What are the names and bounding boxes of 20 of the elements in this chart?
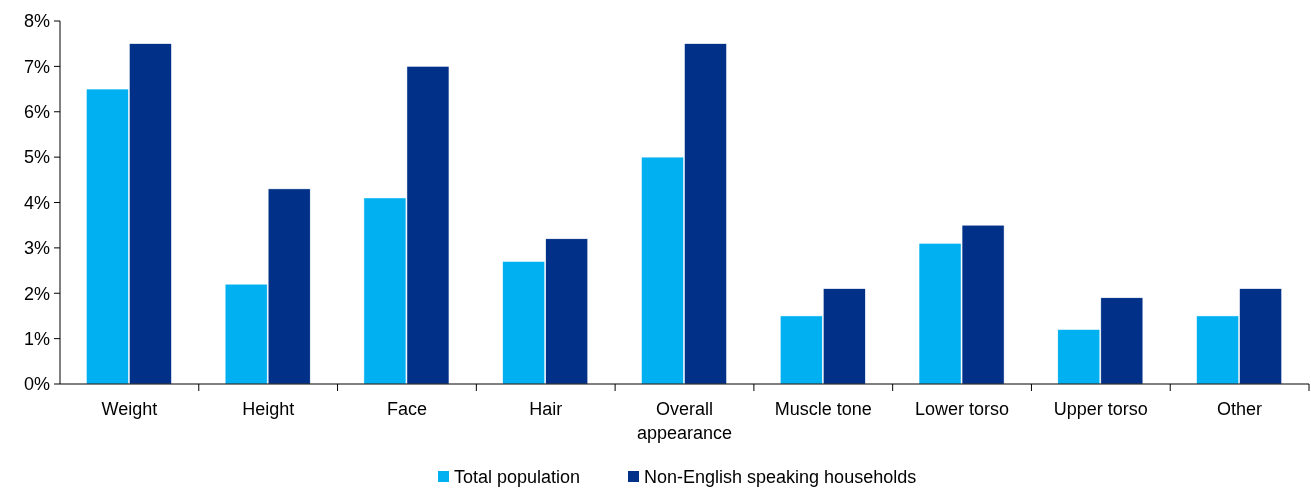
y-tick-label: 1% <box>23 328 50 349</box>
x-tick-label: Overall appearance <box>636 399 733 443</box>
y-tick-label: 2% <box>23 283 50 304</box>
y-tick-label: 0% <box>23 374 50 395</box>
x-tick-label: Height <box>242 399 295 419</box>
legend-label: Non-English speaking households <box>644 467 917 487</box>
y-tick-label: 4% <box>23 192 50 213</box>
y-tick-label: 8% <box>23 11 50 32</box>
x-tick-label: Face <box>386 399 427 419</box>
legend-label: Total population <box>454 467 581 487</box>
x-tick-label: Muscle tone <box>774 399 872 419</box>
y-tick-label: 3% <box>23 238 50 259</box>
x-tick-label: Upper torso <box>1053 399 1148 419</box>
x-tick-label: Hair <box>529 399 563 419</box>
y-tick-label: 7% <box>23 56 50 77</box>
y-tick-label: 5% <box>23 147 50 168</box>
x-tick-label: Weight <box>101 399 158 419</box>
x-tick-label: Other <box>1217 399 1263 419</box>
x-tick-label: Lower torso <box>915 399 1010 419</box>
y-tick-label: 6% <box>23 102 50 123</box>
